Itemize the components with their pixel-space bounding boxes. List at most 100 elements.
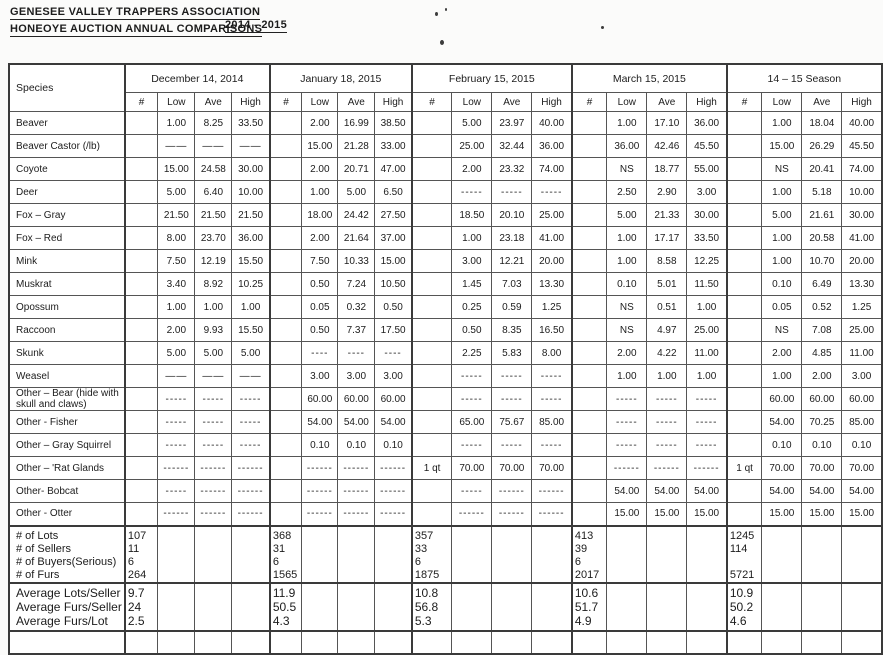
- value-cell: [725, 203, 763, 227]
- value-cell: [123, 226, 159, 250]
- stat-value: 9.7: [127, 585, 145, 600]
- value-cell: 3.00: [301, 364, 339, 388]
- value-cell: 32.44: [491, 134, 533, 158]
- value-cell: 15.00: [606, 502, 648, 526]
- value-cell: [268, 249, 303, 273]
- empty-cell: [686, 524, 728, 583]
- value-cell: 4.22: [646, 341, 688, 365]
- value-cell: -----: [451, 479, 493, 503]
- empty-cell: [194, 581, 233, 631]
- stat-label: # of Buyers(Serious): [16, 555, 117, 568]
- table-row: Fox – Red 8.00 23.70 36.00 2.00 21.64 37.00 1.0…: [8, 226, 883, 250]
- value-cell: 23.70: [194, 226, 233, 250]
- species-cell: Muskrat: [8, 272, 126, 296]
- species-cell: Other- Bobcat: [8, 479, 126, 503]
- stat-value: 31: [272, 542, 286, 555]
- value-cell: ------: [374, 456, 413, 480]
- table-row: Weasel —— —— —— 3.00 3.00 3.00 ----- ----- ----- 1…: [8, 364, 883, 388]
- sub-header-low: Low: [301, 92, 339, 112]
- value-cell: [123, 456, 159, 480]
- value-cell: [410, 387, 453, 411]
- value-cell: [268, 180, 303, 204]
- value-cell: [725, 272, 763, 296]
- value-cell: 54.00: [646, 479, 688, 503]
- value-cell: 74.00: [841, 157, 883, 181]
- value-cell: NS: [606, 295, 648, 319]
- value-cell: 33.50: [231, 111, 271, 135]
- stat-label: Average Lots/Seller: [16, 585, 121, 600]
- value-cell: [570, 479, 608, 503]
- value-cell: 0.25: [451, 295, 493, 319]
- value-cell: 24.42: [337, 203, 376, 227]
- value-cell: 74.00: [531, 157, 573, 181]
- value-cell: [410, 318, 453, 342]
- value-cell: 21.61: [801, 203, 843, 227]
- stat-value: [730, 556, 760, 569]
- empty-cell: [268, 629, 303, 654]
- stat-value: 50.2: [729, 599, 754, 614]
- value-cell: [570, 318, 608, 342]
- value-cell: 30.00: [231, 157, 271, 181]
- value-cell: 40.00: [531, 111, 573, 135]
- value-cell: [570, 364, 608, 388]
- table-row: Muskrat 3.40 8.92 10.25 0.50 7.24 10.50 1.45 7.0…: [8, 272, 883, 296]
- empty-cell: [646, 581, 688, 631]
- value-cell: 70.25: [801, 410, 843, 434]
- empty-cell: [801, 629, 843, 654]
- sub-header-high: High: [231, 92, 271, 112]
- value-cell: 5.00: [337, 180, 376, 204]
- value-cell: 3.00: [686, 180, 728, 204]
- empty-cell: [841, 524, 883, 583]
- value-cell: [570, 134, 608, 158]
- value-cell: -----: [491, 387, 533, 411]
- value-cell: 3.00: [841, 364, 883, 388]
- empty-cell: [337, 629, 376, 654]
- value-cell: 30.00: [686, 203, 728, 227]
- value-cell: ------: [231, 502, 271, 526]
- value-cell: 60.00: [337, 387, 376, 411]
- value-cell: -----: [451, 364, 493, 388]
- value-cell: 1.00: [451, 226, 493, 250]
- value-cell: 38.50: [374, 111, 413, 135]
- value-cell: 1.45: [451, 272, 493, 296]
- value-cell: 1.00: [606, 111, 648, 135]
- value-cell: 5.01: [646, 272, 688, 296]
- empty-cell: [451, 629, 493, 654]
- value-cell: 30.00: [841, 203, 883, 227]
- value-cell: 7.50: [301, 249, 339, 273]
- empty-cell: [801, 524, 843, 583]
- value-cell: [725, 111, 763, 135]
- stat-value: 413: [574, 529, 594, 542]
- value-cell: [570, 249, 608, 273]
- value-cell: 33.00: [374, 134, 413, 158]
- value-cell: [725, 341, 763, 365]
- empty-cell: [301, 629, 339, 654]
- value-cell: [570, 111, 608, 135]
- value-cell: ------: [451, 502, 493, 526]
- value-cell: 85.00: [531, 410, 573, 434]
- value-cell: 60.00: [761, 387, 803, 411]
- value-cell: [570, 272, 608, 296]
- value-cell: 1 qt: [725, 456, 763, 480]
- value-cell: ------: [301, 456, 339, 480]
- empty-cell: [801, 581, 843, 631]
- value-cell: [268, 387, 303, 411]
- value-cell: [123, 272, 159, 296]
- value-cell: 15.00: [374, 249, 413, 273]
- value-cell: -----: [531, 433, 573, 457]
- sub-header-num: #: [725, 92, 763, 112]
- value-cell: [570, 502, 608, 526]
- value-cell: [570, 226, 608, 250]
- value-cell: [410, 249, 453, 273]
- value-cell: ——: [157, 364, 196, 388]
- value-cell: 54.00: [337, 410, 376, 434]
- empty-cell: [491, 629, 533, 654]
- value-cell: 11.00: [686, 341, 728, 365]
- group-header-0: December 14, 2014: [123, 63, 271, 93]
- value-cell: -----: [606, 433, 648, 457]
- stat-value: 4.9: [574, 613, 592, 628]
- value-cell: 54.00: [374, 410, 413, 434]
- value-cell: 2.00: [451, 157, 493, 181]
- empty-cell: [374, 629, 413, 654]
- value-cell: -----: [531, 180, 573, 204]
